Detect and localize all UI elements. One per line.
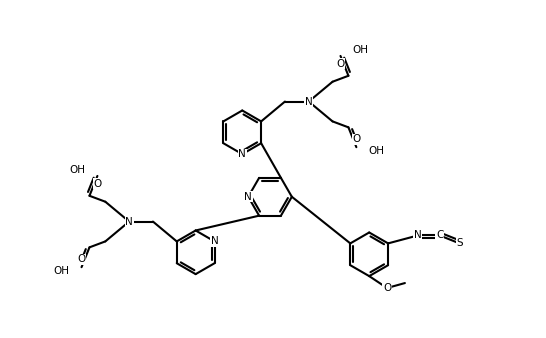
Text: N: N <box>211 236 218 246</box>
Text: OH: OH <box>368 146 384 156</box>
Text: N: N <box>239 149 246 159</box>
Text: OH: OH <box>352 45 369 55</box>
Text: OH: OH <box>69 165 86 175</box>
Text: N: N <box>305 97 313 106</box>
Text: O: O <box>383 283 391 293</box>
Text: N: N <box>244 192 252 202</box>
Text: N: N <box>125 217 133 226</box>
Text: O: O <box>336 59 345 69</box>
Text: OH: OH <box>54 266 70 276</box>
Text: O: O <box>352 134 360 144</box>
Text: O: O <box>93 179 102 189</box>
Text: C: C <box>436 231 443 240</box>
Text: S: S <box>456 238 463 248</box>
Text: N: N <box>414 231 422 240</box>
Text: O: O <box>78 254 86 264</box>
